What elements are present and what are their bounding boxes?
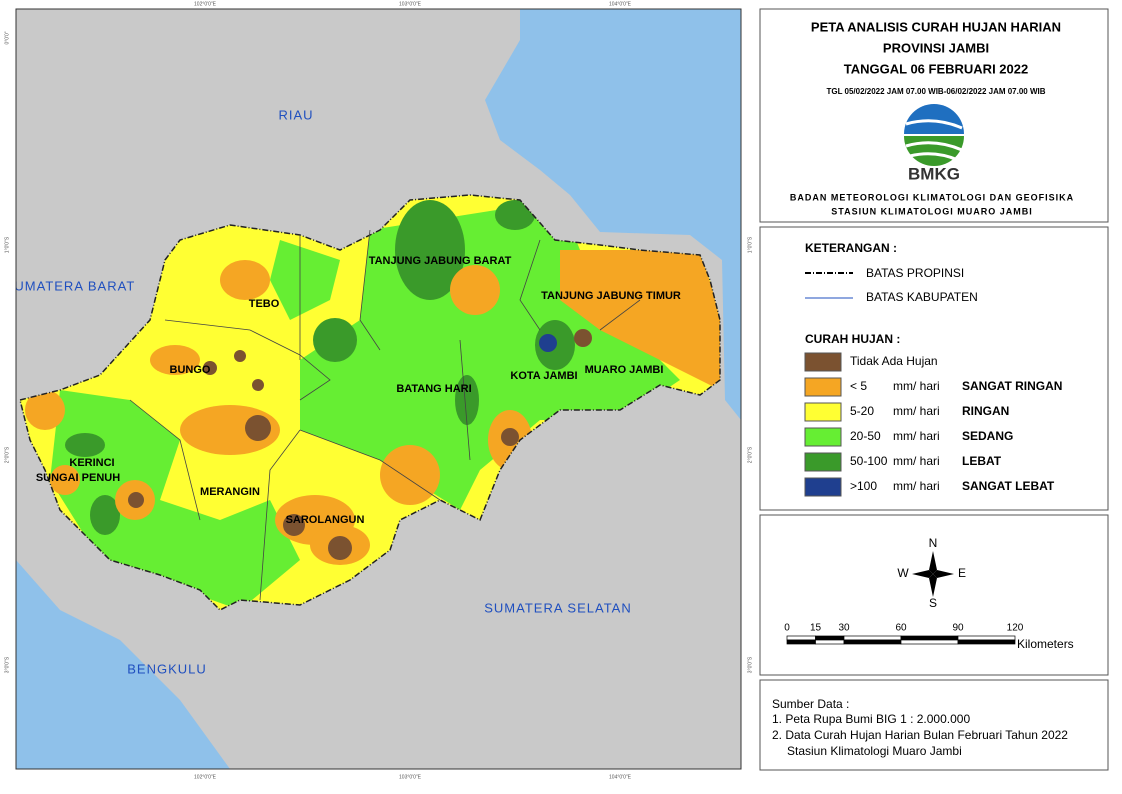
regency-label: BATANG HARI [396, 383, 471, 395]
regency-label: KERINCI [69, 457, 114, 469]
legend-swatch [804, 452, 842, 472]
compass-n: N [929, 536, 938, 550]
lon-tick: 104°0'0"E [609, 774, 632, 780]
source-panel [759, 679, 1109, 771]
legend-heading: KETERANGAN : [805, 241, 897, 255]
scale-segment [957, 635, 1016, 641]
scale-segment [843, 639, 902, 645]
legend-label: BATAS PROPINSI [866, 266, 964, 280]
scale-segment [843, 635, 902, 641]
regency-label: SAROLANGUN [286, 514, 365, 526]
region-label: BENGKULU [127, 661, 207, 676]
lat-tick: 2°0'0"S [747, 446, 753, 463]
title: PROVINSI JAMBI [883, 40, 989, 55]
compass-w: W [897, 566, 909, 580]
legend-range: 5-20 [850, 404, 874, 418]
legend-unit: mm/ hari [893, 479, 940, 493]
legend-swatch [804, 352, 842, 372]
legend-range: Tidak Ada Hujan [850, 354, 938, 368]
source-item: 1. Peta Rupa Bumi BIG 1 : 2.000.000 [772, 712, 970, 726]
scale-segment [900, 639, 959, 645]
legend-unit: mm/ hari [893, 404, 940, 418]
regency-label: KOTA JAMBI [510, 370, 577, 382]
regency-label: MUARO JAMBI [585, 364, 664, 376]
lat-tick: 1°0'0"S [4, 236, 10, 253]
scale-tick: 90 [952, 623, 964, 634]
lat-tick: 0°0'0" [4, 31, 10, 44]
legend-swatch [804, 427, 842, 447]
scale-tick: 60 [895, 623, 907, 634]
legend-category: LEBAT [962, 454, 1002, 468]
title: PETA ANALISIS CURAH HUJAN HARIAN [811, 19, 1061, 34]
region-label: RIAU [278, 107, 313, 122]
source-heading: Sumber Data : [772, 697, 849, 711]
legend-heading: CURAH HUJAN : [805, 332, 900, 346]
lon-tick: 102°0'0"E [194, 1, 217, 7]
scale-tick: 30 [838, 623, 850, 634]
compass-s: S [929, 596, 937, 610]
compass-rose [912, 551, 954, 597]
source-item: Stasiun Klimatologi Muaro Jambi [787, 744, 962, 758]
legend-classes: Tidak Ada Hujan < 5 mm/ hari SANGAT RINGAN 5… [804, 352, 1062, 497]
scale-unit: Kilometers [1017, 637, 1074, 651]
regency-label: TANJUNG JABUNG BARAT [369, 255, 512, 267]
scale-segment [957, 639, 1016, 645]
scale-segment [786, 639, 816, 645]
regency-label: TEBO [249, 298, 280, 310]
legend-swatch [804, 477, 842, 497]
lon-tick: 104°0'0"E [609, 1, 632, 7]
lat-tick: 3°0'0"S [4, 656, 10, 673]
scale-bar: 0 15 30 60 90 120 Kilometers [784, 623, 1073, 652]
compass-e: E [958, 566, 966, 580]
legend-category: SANGAT LEBAT [962, 479, 1055, 493]
period: TGL 05/02/2022 JAM 07.00 WIB-06/02/2022 … [826, 87, 1045, 96]
agency: STASIUN KLIMATOLOGI MUARO JAMBI [831, 206, 1033, 216]
legend-range: < 5 [850, 379, 867, 393]
agency: BADAN METEOROLOGI KLIMATOLOGI DAN GEOFIS… [790, 192, 1074, 202]
legend-range: 50-100 [850, 454, 888, 468]
lon-tick: 103°0'0"E [399, 1, 422, 7]
legend-category: SEDANG [962, 429, 1013, 443]
region-label: SUMATERA SELATAN [484, 600, 631, 615]
legend-unit: mm/ hari [893, 454, 940, 468]
map-frame [15, 8, 742, 770]
legend-category: RINGAN [962, 404, 1009, 418]
legend-category: SANGAT RINGAN [962, 379, 1062, 393]
legend-swatch [804, 402, 842, 422]
lat-tick: 2°0'0"S [4, 446, 10, 463]
scale-segment [815, 639, 845, 645]
legend-label: BATAS KABUPATEN [866, 290, 978, 304]
regency-label: SUNGAI PENUH [36, 472, 120, 484]
scale-segment [786, 635, 816, 641]
title: TANGGAL 06 FEBRUARI 2022 [844, 61, 1028, 76]
legend-range: 20-50 [850, 429, 881, 443]
regency-label: MERANGIN [200, 486, 260, 498]
regency-label: TANJUNG JABUNG TIMUR [541, 290, 681, 302]
scale-segment [815, 635, 845, 641]
source-item: 2. Data Curah Hujan Harian Bulan Februar… [772, 728, 1068, 742]
lon-tick: 102°0'0"E [194, 774, 217, 780]
compass-panel [759, 514, 1109, 676]
logo-text: BMKG [908, 164, 960, 183]
map: RIAU SUMATERA BARAT BENGKULU SUMATERA SE… [5, 9, 741, 769]
legend-swatch [804, 377, 842, 397]
lon-tick: 103°0'0"E [399, 774, 422, 780]
legend-range: >100 [850, 479, 877, 493]
scale-tick: 15 [810, 623, 822, 634]
lat-tick: 1°0'0"S [747, 236, 753, 253]
legend-unit: mm/ hari [893, 429, 940, 443]
region-label: SUMATERA BARAT [5, 278, 136, 293]
scale-tick: 120 [1007, 623, 1024, 634]
regency-label: BUNGO [170, 364, 211, 376]
legend-unit: mm/ hari [893, 379, 940, 393]
scale-segment [900, 635, 959, 641]
logo [904, 104, 964, 166]
lat-tick: 3°0'0"S [747, 656, 753, 673]
scale-tick: 0 [784, 623, 790, 634]
